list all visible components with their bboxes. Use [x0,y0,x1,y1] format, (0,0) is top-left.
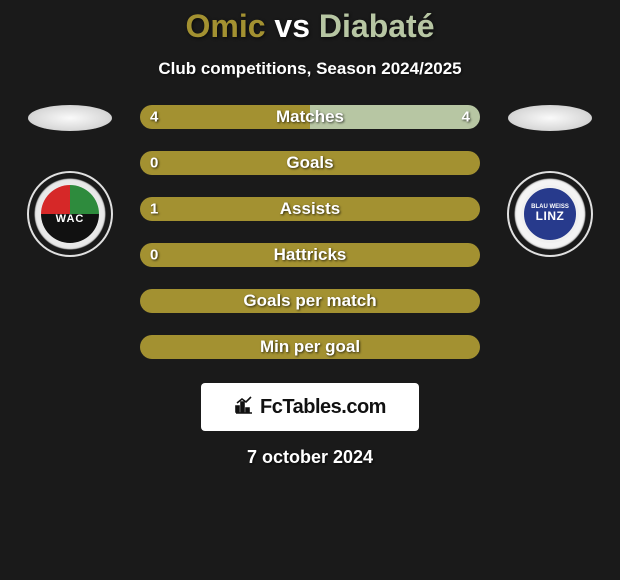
right-side-column: BLAU WEISS LINZ [500,105,600,257]
subtitle: Club competitions, Season 2024/2025 [0,59,620,79]
stat-label: Hattricks [274,245,347,265]
badge1-inner: WAC [41,185,99,243]
badge2-line2: LINZ [536,210,565,223]
player1-club-badge: WAC [27,171,113,257]
stat-value-left: 4 [150,109,158,126]
stat-bar-goals: 0 Goals [140,151,480,175]
player2-name: Diabaté [319,8,435,44]
chart-icon [234,396,254,419]
player2-club-badge: BLAU WEISS LINZ [507,171,593,257]
stat-bar-assists: 1 Assists [140,197,480,221]
left-side-column: WAC [20,105,120,257]
main-row: WAC 4 4 Matches 0 Goals 1 Assists 0 Hattricks Goa… [0,105,620,359]
badge1-quadrant-green [70,185,99,214]
vs-text: vs [266,8,319,44]
stat-value-left: 0 [150,247,158,264]
badge1-text: WAC [56,213,85,225]
player1-silhouette [28,105,112,131]
stat-bar-min-per-goal: Min per goal [140,335,480,359]
stat-bar-matches: 4 4 Matches [140,105,480,129]
player2-silhouette [508,105,592,131]
stat-value-right: 4 [462,109,470,126]
title: Omic vs Diabaté [0,8,620,45]
stat-label: Assists [280,199,340,219]
watermark-text: FcTables.com [260,396,386,419]
stat-bar-hattricks: 0 Hattricks [140,243,480,267]
badge2-inner: BLAU WEISS LINZ [521,185,579,243]
badge1-quadrant-red [41,185,70,214]
stat-value-left: 1 [150,201,158,218]
stat-value-left: 0 [150,155,158,172]
stat-label: Matches [276,107,344,127]
watermark: FcTables.com [201,383,419,431]
stats-bars: 4 4 Matches 0 Goals 1 Assists 0 Hattricks Goals p… [140,105,480,359]
stat-bar-goals-per-match: Goals per match [140,289,480,313]
stat-label: Min per goal [260,337,360,357]
date: 7 october 2024 [0,447,620,468]
stat-label: Goals [286,153,333,173]
comparison-infographic: Omic vs Diabaté Club competitions, Seaso… [0,0,620,468]
stat-label: Goals per match [243,291,376,311]
player1-name: Omic [186,8,266,44]
